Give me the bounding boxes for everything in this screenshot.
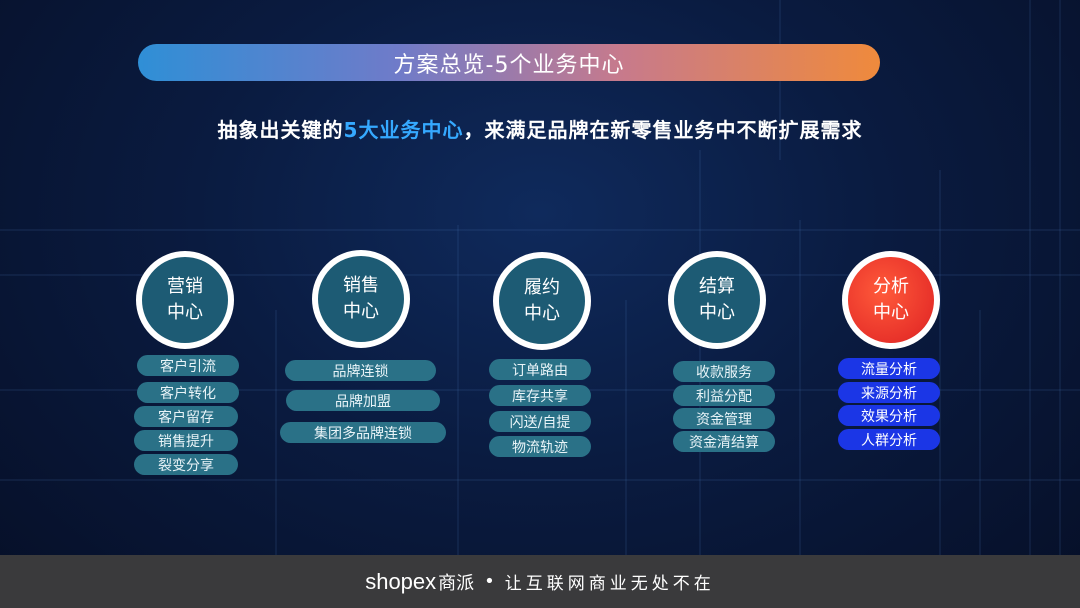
item-pill: 收款服务 xyxy=(673,361,775,382)
footer-slogan: 让互联网商业无处不在 xyxy=(504,574,715,594)
item-pill: 资金管理 xyxy=(673,408,775,429)
item-pill: 库存共享 xyxy=(489,385,591,406)
subtitle-part2: ，来满足品牌在新零售业务中不断扩展需求 xyxy=(463,118,863,142)
item-pill: 流量分析 xyxy=(838,358,940,379)
item-pill: 物流轨迹 xyxy=(489,436,591,457)
item-pill: 人群分析 xyxy=(838,429,940,450)
center-label-line1: 结算 xyxy=(699,276,735,297)
center-analysis: 分析 中心 xyxy=(842,251,940,349)
banner-title: 方案总览-5个业务中心 xyxy=(138,44,880,81)
center-settlement: 结算 中心 xyxy=(668,251,766,349)
item-pill: 品牌加盟 xyxy=(286,390,440,411)
center-label-line1: 分析 xyxy=(873,276,909,297)
item-pill: 效果分析 xyxy=(838,405,940,426)
footer-separator: • xyxy=(484,571,495,592)
center-label-line2: 中心 xyxy=(167,302,203,323)
item-pill: 资金清结算 xyxy=(673,431,775,452)
center-label-line1: 销售 xyxy=(343,275,379,296)
subtitle-part1: 抽象出关键的 xyxy=(217,118,344,142)
footer-bar: shopex 商派 • 让互联网商业无处不在 xyxy=(0,555,1080,608)
item-pill: 利益分配 xyxy=(673,385,775,406)
shopex-logo: shopex xyxy=(365,568,437,594)
center-label-line1: 履约 xyxy=(524,277,560,298)
item-pill: 销售提升 xyxy=(134,430,238,451)
center-label-line2: 中心 xyxy=(699,302,735,323)
center-fulfillment: 履约 中心 xyxy=(493,252,591,350)
item-pill: 客户留存 xyxy=(134,406,238,427)
item-pill: 品牌连锁 xyxy=(285,360,436,381)
item-pill: 闪送/自提 xyxy=(489,411,591,432)
center-label-line2: 中心 xyxy=(343,301,379,322)
shopex-logo-cn: 商派 xyxy=(438,572,475,594)
item-pill: 来源分析 xyxy=(838,382,940,403)
center-sales: 销售 中心 xyxy=(312,250,410,348)
center-label-line2: 中心 xyxy=(524,303,560,324)
item-pill: 集团多品牌连锁 xyxy=(280,422,446,443)
item-pill: 客户转化 xyxy=(137,382,239,403)
center-label-line1: 营销 xyxy=(167,276,203,297)
item-pill: 裂变分享 xyxy=(134,454,238,475)
subtitle-highlight: 5大业务中心 xyxy=(343,118,464,142)
item-pill: 订单路由 xyxy=(489,359,591,380)
subtitle: 抽象出关键的5大业务中心，来满足品牌在新零售业务中不断扩展需求 xyxy=(0,114,1080,143)
center-marketing: 营销 中心 xyxy=(136,251,234,349)
center-label-line2: 中心 xyxy=(873,302,909,323)
item-pill: 客户引流 xyxy=(137,355,239,376)
